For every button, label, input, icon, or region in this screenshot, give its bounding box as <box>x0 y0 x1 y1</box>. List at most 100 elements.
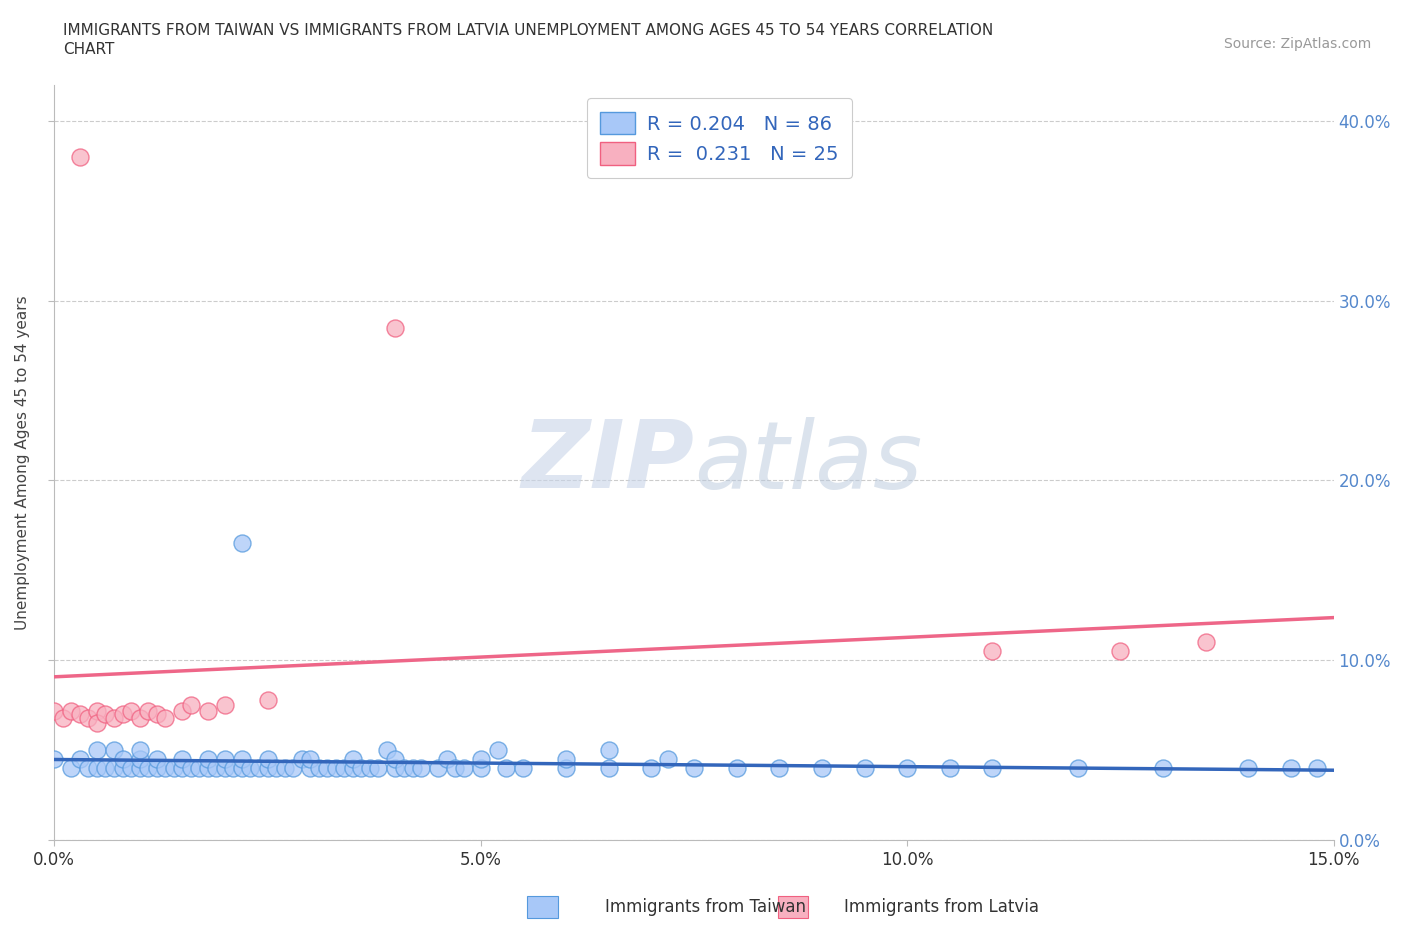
Point <box>214 751 236 766</box>
Point <box>264 761 287 776</box>
Point <box>486 743 509 758</box>
Point <box>214 761 236 776</box>
Point <box>308 761 330 776</box>
Point <box>392 761 415 776</box>
Point <box>69 751 91 766</box>
Point <box>111 751 134 766</box>
Point <box>111 761 134 776</box>
Point <box>1109 644 1132 658</box>
Point <box>247 761 270 776</box>
Point <box>103 743 125 758</box>
Point <box>120 761 142 776</box>
Point <box>145 707 167 722</box>
Point <box>384 320 406 335</box>
Point <box>188 761 211 776</box>
Point <box>1305 761 1327 776</box>
Point <box>256 692 278 707</box>
Point <box>86 743 108 758</box>
Point <box>222 761 245 776</box>
Point <box>69 707 91 722</box>
Point <box>231 536 253 551</box>
Point <box>1195 635 1218 650</box>
Legend: R = 0.204   N = 86, R =  0.231   N = 25: R = 0.204 N = 86, R = 0.231 N = 25 <box>586 99 852 179</box>
Point <box>120 703 142 718</box>
Point <box>136 761 159 776</box>
Point <box>86 716 108 731</box>
Point <box>273 761 295 776</box>
Point <box>239 761 262 776</box>
Point <box>172 751 194 766</box>
Point <box>128 743 150 758</box>
Point <box>1067 761 1090 776</box>
Point <box>350 761 373 776</box>
Point <box>359 761 381 776</box>
Point <box>470 761 492 776</box>
Point <box>299 751 322 766</box>
Point <box>180 761 202 776</box>
Point <box>60 703 83 718</box>
Point <box>939 761 962 776</box>
Point <box>409 761 432 776</box>
Text: Immigrants from Taiwan: Immigrants from Taiwan <box>605 897 806 916</box>
Point <box>128 761 150 776</box>
Text: ZIP: ZIP <box>522 417 695 509</box>
Point <box>103 761 125 776</box>
Text: atlas: atlas <box>695 417 922 508</box>
Point <box>598 761 620 776</box>
Point <box>342 761 364 776</box>
Point <box>205 761 228 776</box>
Point <box>231 761 253 776</box>
Point <box>44 751 66 766</box>
Point <box>103 711 125 725</box>
Point <box>640 761 662 776</box>
Point <box>86 703 108 718</box>
Point <box>145 761 167 776</box>
Text: Source: ZipAtlas.com: Source: ZipAtlas.com <box>1223 37 1371 51</box>
Point <box>325 761 347 776</box>
Point <box>153 761 176 776</box>
Point <box>77 711 100 725</box>
Point <box>384 751 406 766</box>
Point <box>291 751 314 766</box>
Point <box>512 761 534 776</box>
Point <box>333 761 356 776</box>
Point <box>401 761 423 776</box>
Point <box>214 698 236 712</box>
Point <box>555 751 578 766</box>
Point <box>342 751 364 766</box>
Point <box>981 644 1004 658</box>
Point <box>128 711 150 725</box>
Point <box>256 751 278 766</box>
Y-axis label: Unemployment Among Ages 45 to 54 years: Unemployment Among Ages 45 to 54 years <box>15 295 30 630</box>
Text: Immigrants from Latvia: Immigrants from Latvia <box>844 897 1039 916</box>
Point <box>77 761 100 776</box>
Point <box>111 707 134 722</box>
Point <box>896 761 918 776</box>
Point <box>453 761 475 776</box>
Point <box>44 703 66 718</box>
Point <box>657 751 679 766</box>
Point <box>768 761 790 776</box>
Point <box>163 761 186 776</box>
Point <box>197 703 219 718</box>
Point <box>683 761 706 776</box>
Point <box>60 761 83 776</box>
Point <box>1279 761 1302 776</box>
Point <box>172 703 194 718</box>
Point <box>69 149 91 164</box>
Point <box>316 761 339 776</box>
Point <box>231 751 253 766</box>
Point <box>197 751 219 766</box>
Point <box>299 761 322 776</box>
Point <box>375 743 398 758</box>
Point <box>367 761 389 776</box>
Point <box>1152 761 1174 776</box>
Point <box>725 761 748 776</box>
Point <box>444 761 467 776</box>
Point <box>811 761 834 776</box>
Point <box>128 751 150 766</box>
Point <box>384 761 406 776</box>
Point <box>1237 761 1260 776</box>
Text: CHART: CHART <box>63 42 115 57</box>
Point <box>256 761 278 776</box>
